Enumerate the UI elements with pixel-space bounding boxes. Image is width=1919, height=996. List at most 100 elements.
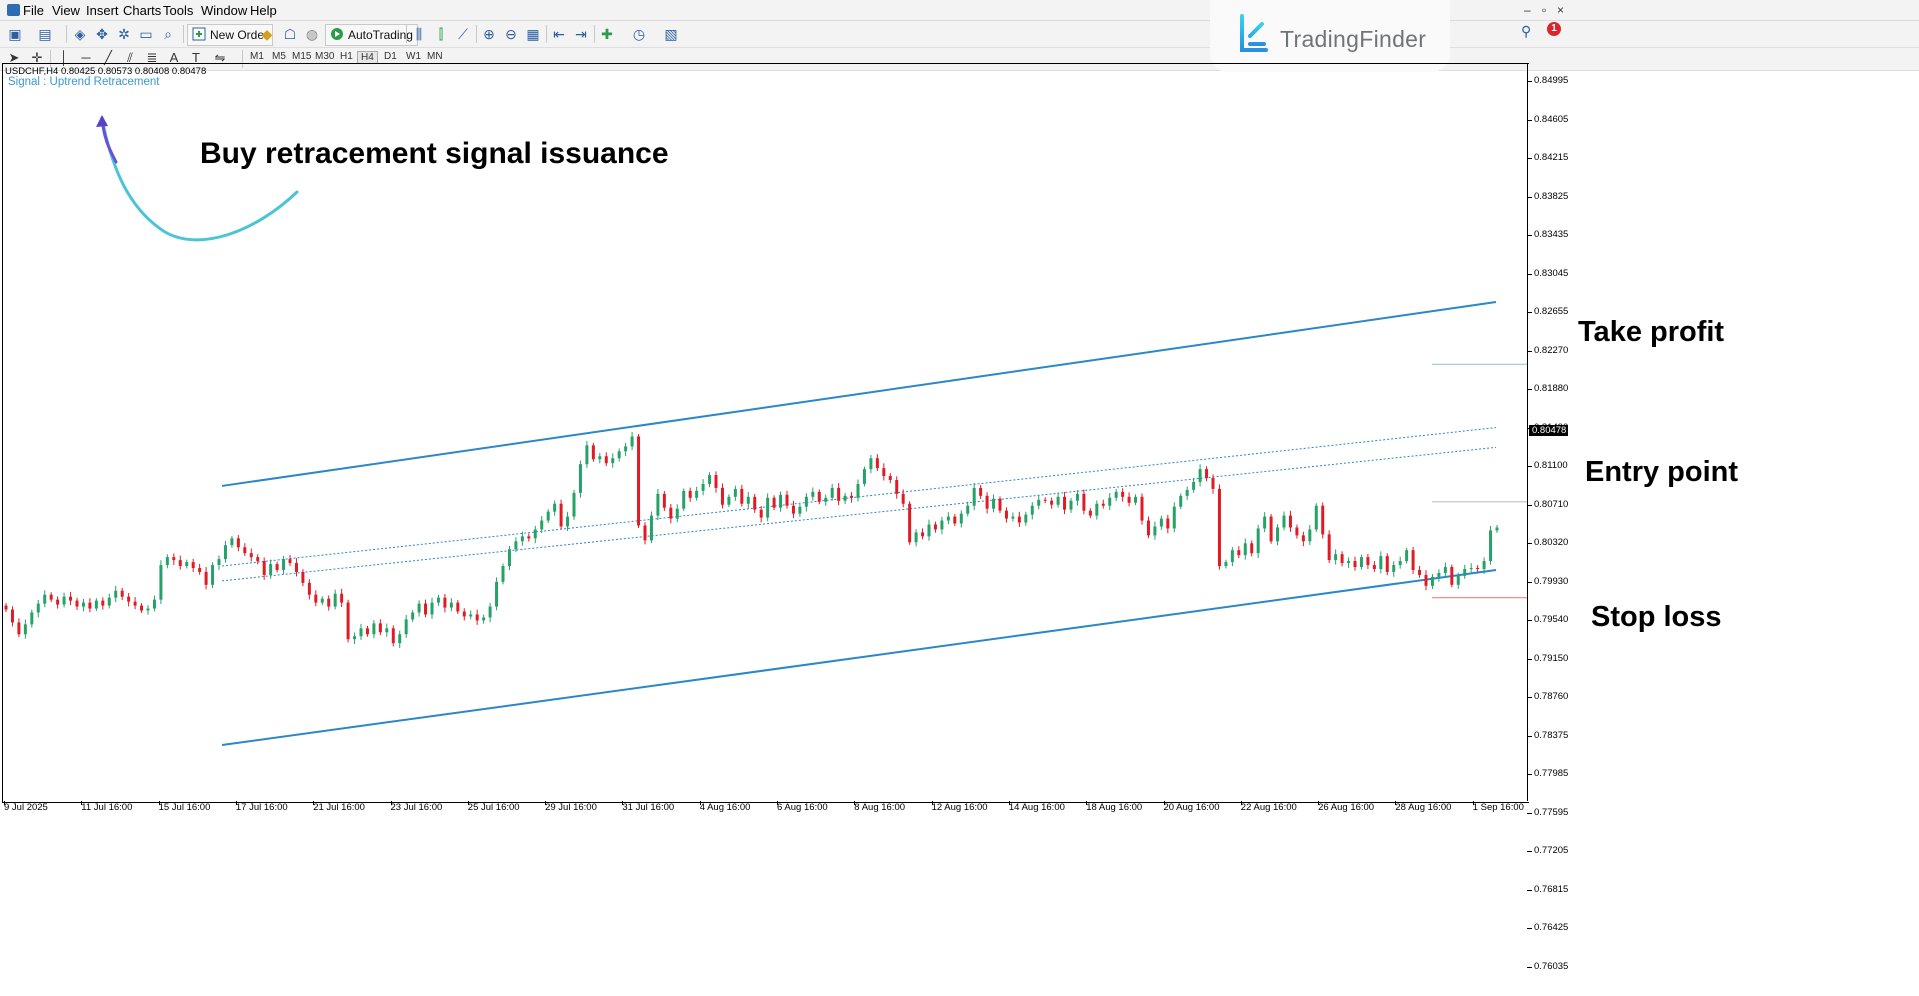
menu-file[interactable]: File [23,3,44,18]
bar-chart-icon[interactable]: ⫼ [415,26,423,42]
time-tick-mark [390,801,392,805]
search-icon[interactable]: ⚲ [1521,23,1532,39]
price-tick-label: 0.76035 [1534,961,1569,972]
terminal-icon[interactable]: ▭ [139,26,153,42]
candle-body [159,565,163,600]
periods-icon[interactable]: ◷ [632,26,646,42]
price-tick-label: 0.83825 [1534,190,1569,202]
menu-charts[interactable]: Charts [123,3,162,18]
tile-windows-icon[interactable]: ▦ [526,26,540,42]
candle-body [1385,556,1389,572]
signals-icon[interactable]: ☖ [283,26,297,42]
templates-icon[interactable]: ▧ [664,26,678,42]
market-watch-icon[interactable]: ◈ [74,26,86,42]
candle-body [1405,550,1409,562]
price-tick-mark [1527,812,1532,814]
line-chart-icon[interactable]: ⟋ [458,26,468,42]
candle-body [1166,518,1170,529]
candle-body [1030,505,1034,515]
close-button[interactable]: × [1557,3,1565,17]
candle-body [378,623,382,633]
candle-body [43,594,47,604]
notification-badge[interactable]: 1 [1547,22,1561,36]
candle-body [966,505,970,514]
candle-body [1050,500,1054,505]
horizontal-line-icon[interactable]: ─ [81,50,91,65]
candle-body [604,456,608,464]
candle-body [346,602,350,640]
timeframe-mn[interactable]: MN [427,51,443,62]
trendline-icon[interactable]: ╱ [104,50,112,65]
strategy-tester-icon[interactable]: ⌕ [164,26,172,42]
new-chart-icon[interactable]: ▣ [8,26,22,42]
arrows-icon[interactable]: ⇋ [214,50,226,65]
menu-insert[interactable]: Insert [86,3,119,18]
timeframe-m1[interactable]: M1 [250,51,264,62]
candle-body [720,487,724,505]
timeframe-h1[interactable]: H1 [340,51,353,62]
candle-body [1456,575,1460,585]
auto-scroll-icon[interactable]: ⇤ [553,26,565,42]
menu-view[interactable]: View [52,3,80,18]
channel-inner-lower-line [221,446,1497,582]
data-window-icon[interactable]: ✥ [96,26,108,42]
candle-body [230,538,234,546]
timeframe-m30[interactable]: M30 [315,51,335,62]
timeframe-m15[interactable]: M15 [292,51,312,62]
candle-body [1379,556,1383,569]
zoom-out-icon[interactable]: ⊖ [505,26,517,42]
time-tick-mark [1318,801,1320,805]
candle-body [62,596,66,605]
candle-body [914,532,918,543]
signal-arrow-tip [96,115,108,127]
text-label-icon[interactable]: T [192,50,200,65]
candle-body [36,603,40,613]
fibonacci-icon[interactable]: ≣ [146,50,158,65]
stop-loss-annotation: Stop loss [1591,601,1722,633]
candle-body [10,609,14,623]
candle-body [101,600,105,606]
candle-body [598,456,602,460]
restore-button[interactable]: ▫ [1542,3,1547,17]
candle-body [649,515,653,541]
indicators-icon[interactable]: ✚ [601,26,613,42]
candle-body [643,525,647,541]
candle-body [1146,520,1150,536]
channel-icon[interactable]: ⫽ [127,50,133,65]
timeframe-w1[interactable]: W1 [406,51,421,62]
timeframe-d1[interactable]: D1 [384,51,397,62]
menu-help[interactable]: Help [250,3,277,18]
minimize-button[interactable]: – [1524,3,1531,17]
menu-window[interactable]: Window [201,3,248,18]
profiles-icon[interactable]: ▤ [38,26,52,42]
zoom-in-icon[interactable]: ⊕ [483,26,495,42]
candle-body [320,598,324,603]
market-icon[interactable]: ◍ [305,26,319,42]
vertical-line-icon[interactable]: │ [59,50,69,65]
price-tick-label: 0.79150 [1534,652,1569,664]
candle-body [1082,493,1086,511]
candle-body [359,628,363,637]
cursor-icon[interactable]: ➤ [8,50,20,65]
candle-body [1282,515,1286,528]
time-tick-label: 1 Sep 16:00 [1472,802,1524,813]
regression-channel [221,301,1497,746]
new-order-button[interactable]: New Order [187,24,274,46]
text-icon[interactable]: A [169,50,179,65]
candle-body [972,487,976,506]
autotrading-button[interactable]: AutoTrading [325,24,418,46]
menu-tools[interactable]: Tools [163,3,194,18]
time-tick-mark [4,801,5,805]
navigator-icon[interactable]: ✲ [118,26,130,42]
chart-shift-icon[interactable]: ⇥ [575,26,587,42]
candle-body [398,634,402,644]
metaeditor-icon[interactable]: ◆ [261,26,273,42]
chart-window[interactable] [2,63,1529,803]
candle-body [223,545,227,560]
crosshair-icon[interactable]: ✛ [31,50,43,65]
timeframe-m5[interactable]: M5 [272,51,286,62]
price-tick-label: 0.84215 [1534,152,1569,164]
candle-body [49,594,53,600]
candlestick-icon[interactable]: ⫿ [438,26,444,42]
